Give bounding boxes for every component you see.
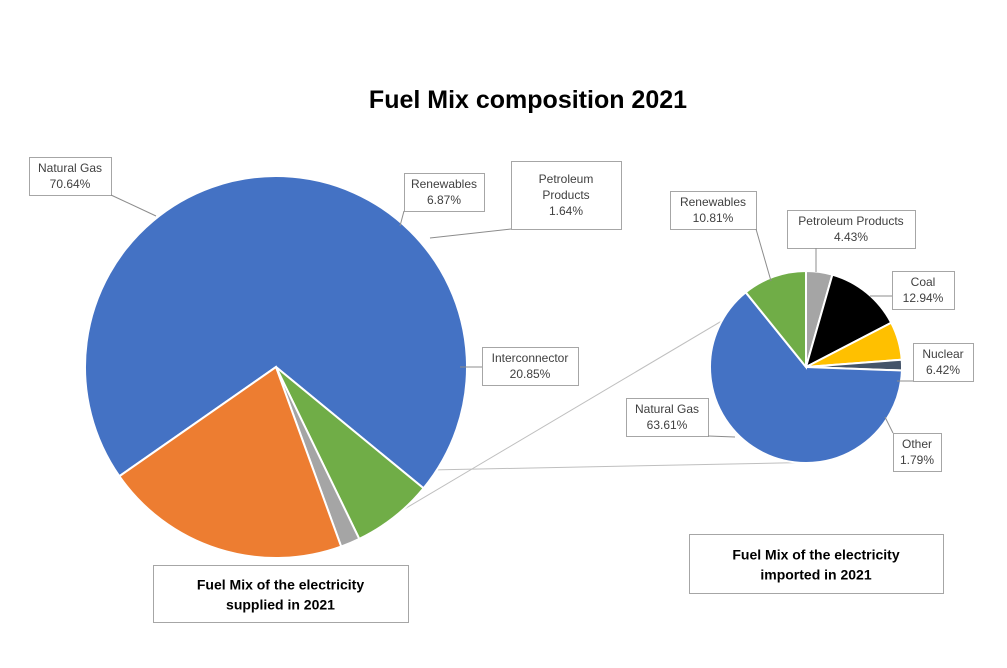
supplied-name-petroleum-products: Petroleum	[539, 172, 594, 186]
imported-slice-natural-gas	[709, 290, 903, 464]
imported-value-coal: 12.94%	[903, 291, 944, 305]
imported-value-petroleum-products: 4.43%	[834, 230, 868, 244]
imported-caption-line: imported in 2021	[760, 567, 871, 583]
supplied-value-renewables: 6.87%	[427, 193, 461, 207]
supplied-name-interconnector: Interconnector	[492, 351, 569, 365]
imported-caption-line: Fuel Mix of the electricity	[732, 547, 899, 563]
imported-name-coal: Coal	[911, 275, 936, 289]
supplied-leader-petroleum-products	[429, 228, 512, 239]
imported-slice-coal	[804, 273, 893, 369]
imported-label-petroleum-products: Petroleum Products 4.43%	[787, 210, 916, 272]
imported-label-natural-gas: Natural Gas 63.61%	[626, 398, 736, 438]
supplied-leader-natural-gas	[110, 194, 157, 217]
imported-value-natural-gas: 63.61%	[647, 418, 688, 432]
imported-name-natural-gas: Natural Gas	[635, 402, 699, 416]
chart-title: Fuel Mix composition 2021	[369, 86, 687, 114]
supplied-caption-line: Fuel Mix of the electricity	[197, 577, 364, 593]
supplied-slice-natural-gas	[84, 175, 468, 490]
imported-label-other: Other 1.79%	[884, 416, 942, 472]
imported-leader-renewables	[755, 228, 772, 282]
imported-caption: Fuel Mix of the electricity imported in 2…	[689, 534, 944, 594]
supplied-name-petroleum-products: Products	[542, 188, 589, 202]
supplied-leader-renewables	[399, 210, 405, 227]
supplied-slice-interconnector	[117, 365, 343, 559]
imported-leader-natural-gas	[707, 435, 736, 438]
imported-value-other: 1.79%	[900, 453, 934, 467]
imported-name-renewables: Renewables	[680, 195, 746, 209]
imported-label-renewables: Renewables 10.81%	[670, 191, 772, 282]
imported-label-nuclear: Nuclear 6.42%	[897, 343, 974, 382]
imported-slice-renewables	[744, 269, 807, 370]
imported-value-nuclear: 6.42%	[926, 363, 960, 377]
imported-label-coal: Coal 12.94%	[870, 271, 955, 310]
supplied-name-natural-gas: Natural Gas	[38, 161, 102, 175]
supplied-caption-line: supplied in 2021	[226, 597, 335, 613]
imported-value-renewables: 10.81%	[693, 211, 734, 225]
imported-leader-other	[884, 416, 894, 434]
imported-name-petroleum-products: Petroleum Products	[798, 214, 903, 228]
imported-name-other: Other	[902, 437, 932, 451]
supplied-label-petroleum-products: Petroleum Products 1.64%	[429, 161, 622, 239]
supplied-value-natural-gas: 70.64%	[50, 177, 91, 191]
supplied-value-petroleum-products: 1.64%	[549, 204, 583, 218]
supplied-caption: Fuel Mix of the electricity supplied in 2…	[153, 565, 409, 623]
imported-pie	[709, 269, 903, 464]
captions: Fuel Mix of the electricity supplied in 2…	[153, 534, 944, 623]
supplied-label-natural-gas: Natural Gas 70.64%	[29, 157, 157, 217]
supplied-label-renewables: Renewables 6.87%	[399, 173, 485, 227]
supplied-pie	[84, 175, 468, 559]
supplied-name-renewables: Renewables	[411, 177, 477, 191]
imported-name-nuclear: Nuclear	[922, 347, 963, 361]
supplied-value-interconnector: 20.85%	[510, 367, 551, 381]
supplied-label-interconnector: Interconnector 20.85%	[460, 347, 579, 386]
